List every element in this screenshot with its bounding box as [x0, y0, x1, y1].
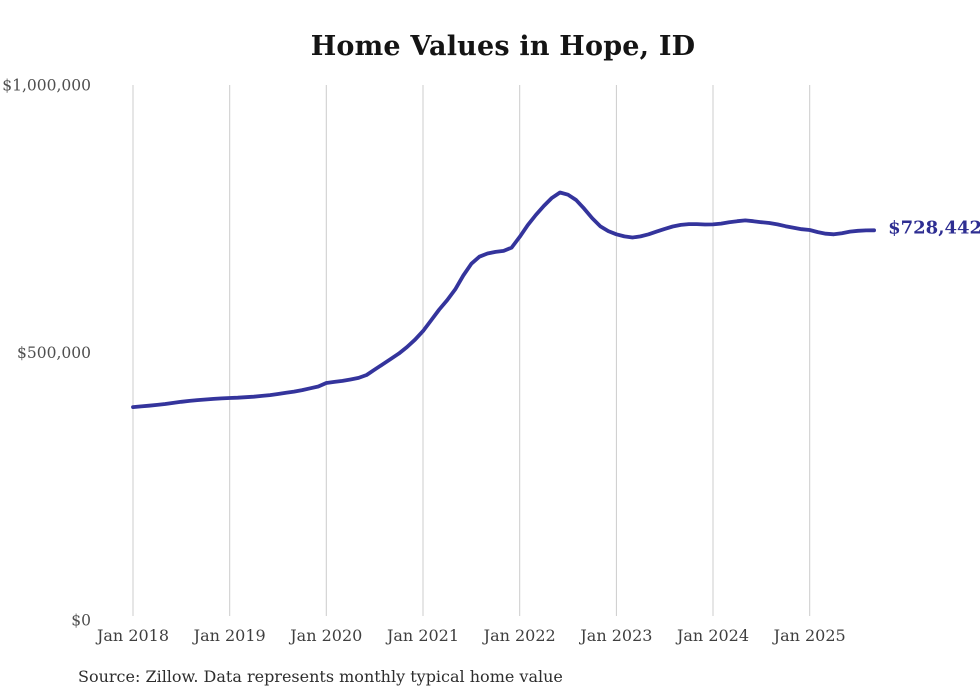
- y-axis-tick-labels: $0 $500,000 $1,000,000: [2, 77, 91, 630]
- latest-value-label: $728,442: [888, 217, 980, 238]
- source-note: Source: Zillow. Data represents monthly …: [78, 667, 563, 686]
- x-tick-label: Jan 2025: [772, 626, 846, 645]
- y-tick-label: $0: [71, 612, 91, 630]
- x-tick-label: Jan 2022: [482, 626, 556, 645]
- x-tick-label: Jan 2021: [385, 626, 459, 645]
- x-tick-label: Jan 2018: [95, 626, 169, 645]
- home-values-line-chart: $0$500,000$1,000,000 Jan 2018 Jan 2019 Jan…: [2, 77, 980, 646]
- x-tick-label: Jan 2024: [675, 626, 749, 645]
- x-tick-label: Jan 2020: [288, 626, 362, 645]
- x-tick-label: Jan 2019: [192, 626, 266, 645]
- gridlines: [132, 85, 811, 616]
- y-tick-label: $500,000: [17, 344, 91, 362]
- home-value-line: [131, 190, 876, 409]
- x-axis-tick-labels: Jan 2018 Jan 2019 Jan 2020 Jan 2021 Jan 2022…: [95, 626, 846, 645]
- chart-title: Home Values in Hope, ID: [310, 31, 696, 62]
- x-tick-label: Jan 2023: [578, 626, 652, 645]
- y-tick-label: $1,000,000: [2, 77, 91, 95]
